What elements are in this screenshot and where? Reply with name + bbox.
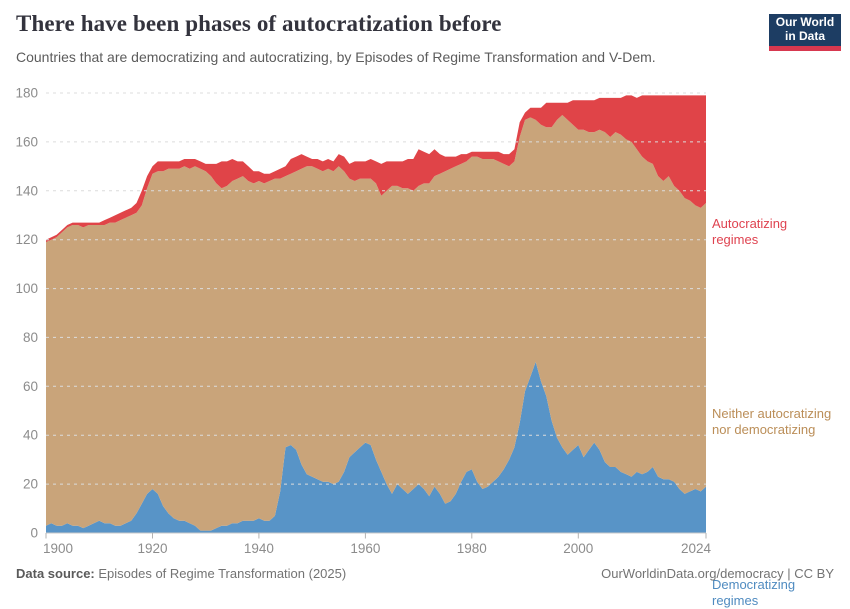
area-autocratizing — [46, 95, 706, 243]
chart-area: 0 20 40 60 80 100 120 140 160 180 1900 1920 1940 1960… — [0, 85, 850, 608]
legend-label-neither: Neither autocratizing nor democratizing — [712, 406, 832, 437]
chart-footer: Data source: Episodes of Regime Transfor… — [16, 566, 834, 581]
chart-subtitle: Countries that are democratizing and aut… — [16, 48, 656, 65]
x-tick-label: 1960 — [350, 541, 380, 556]
chart-header: There have been phases of autocratizatio… — [16, 10, 841, 66]
y-tick-label: 40 — [23, 428, 38, 443]
y-tick-label: 120 — [15, 232, 38, 247]
stacked-area-chart: 0 20 40 60 80 100 120 140 160 180 1900 1920 1940 1960… — [15, 86, 712, 557]
owid-logo-line2: in Data — [784, 29, 825, 43]
y-tick-label: 160 — [15, 134, 38, 149]
legend-label-autocratizing: Autocratizing regimes — [712, 216, 788, 247]
owid-logo: Our World in Data — [769, 14, 841, 51]
x-tick-label: 1980 — [457, 541, 487, 556]
y-tick-label: 100 — [15, 281, 38, 296]
y-tick-label: 20 — [23, 477, 38, 492]
x-tick-label: 1940 — [244, 541, 274, 556]
data-source: Data source: Episodes of Regime Transfor… — [16, 566, 346, 581]
area-democratizing — [46, 361, 706, 533]
x-tick-label: 1920 — [137, 541, 167, 556]
y-tick-label: 140 — [15, 183, 38, 198]
x-tick-label: 2000 — [563, 541, 593, 556]
y-tick-label: 180 — [15, 86, 38, 101]
data-source-text: Episodes of Regime Transformation (2025) — [94, 566, 347, 581]
y-tick-label: 60 — [23, 379, 38, 394]
legend-label-democratizing: Democratizing regimes — [712, 577, 796, 608]
area-neither — [46, 115, 706, 531]
y-tick-label: 80 — [23, 330, 38, 345]
owid-logo-line1: Our World — [775, 15, 835, 30]
data-source-label: Data source: — [16, 566, 95, 581]
x-tick-label: 2024 — [681, 541, 712, 556]
y-tick-label: 0 — [30, 526, 38, 541]
credit-link[interactable]: OurWorldinData.org/democracy | CC BY — [601, 566, 834, 581]
x-tick-label: 1900 — [43, 541, 73, 556]
page-title: There have been phases of autocratizatio… — [16, 11, 502, 36]
